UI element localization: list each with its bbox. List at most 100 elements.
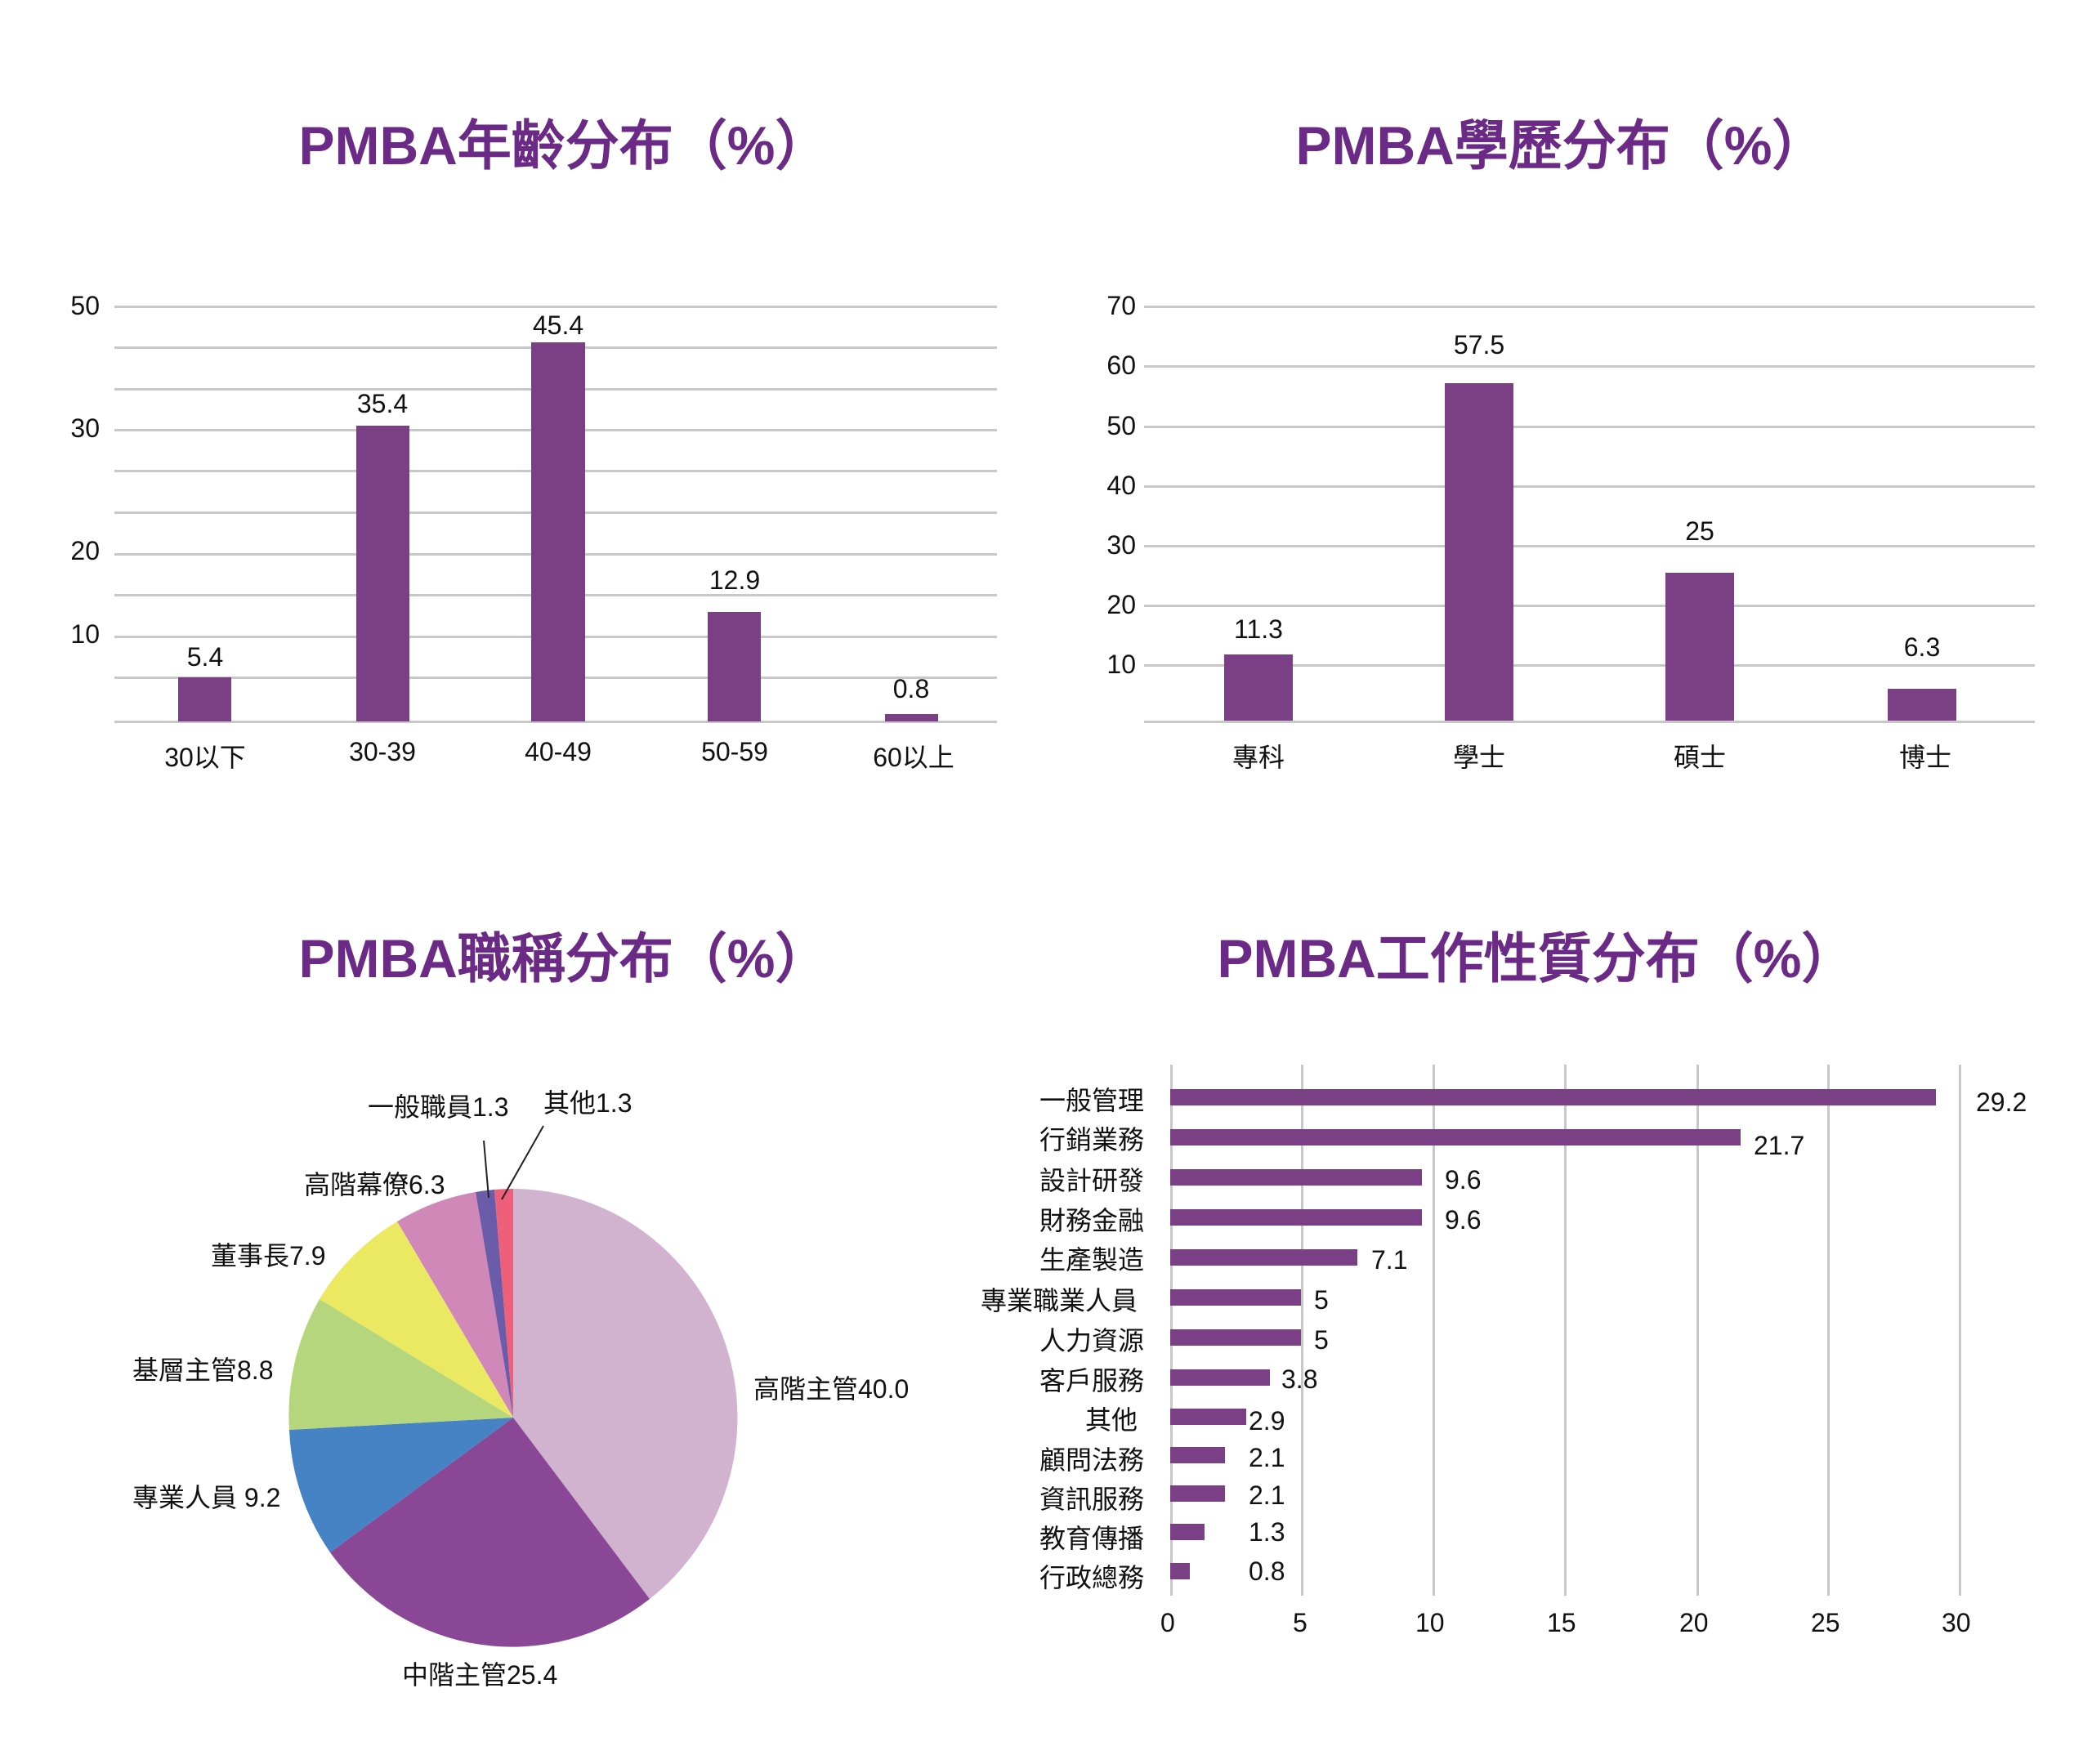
leader-line-general-staff: [483, 1140, 489, 1199]
bar-general-management: [1170, 1089, 1936, 1105]
pie-label: 高階主管40.0: [753, 1374, 910, 1404]
pie-label: 高階幕僚6.3: [304, 1170, 445, 1199]
bar-40-49: [531, 342, 585, 721]
bar-doctorate: [1888, 689, 1956, 721]
value-label: 57.5: [1453, 330, 1505, 359]
pie-label: 一般職員1.3: [368, 1092, 509, 1122]
x-tick-label: 60以上: [873, 743, 954, 772]
x-axis-baseline: [1144, 721, 2035, 723]
y-tick-label: 40: [1106, 471, 1136, 500]
y-tick-label: 30: [1106, 530, 1136, 560]
value-label: 29.2: [1976, 1087, 2027, 1117]
value-label: 5.4: [186, 642, 224, 672]
gridline: [1301, 1065, 1303, 1596]
slice-middle-manager: [330, 1418, 650, 1647]
bar-administration: [1170, 1563, 1190, 1579]
x-axis-baseline: [114, 721, 997, 723]
y-tick-label: 20: [70, 536, 100, 565]
value-label: 11.3: [1234, 614, 1283, 644]
gridline: [1827, 1065, 1830, 1596]
gridline: [1564, 1065, 1567, 1596]
bar-manufacturing: [1170, 1249, 1357, 1266]
category-label: 專業職業人員: [980, 1286, 1138, 1315]
x-tick-label: 25: [1811, 1608, 1840, 1637]
category-label: 生產製造: [1039, 1245, 1144, 1275]
value-label: 5: [1314, 1285, 1329, 1315]
bar-50-59: [708, 612, 761, 721]
value-label: 6.3: [1903, 632, 1941, 662]
x-tick-label: 30以下: [164, 743, 246, 772]
gridline: [1144, 605, 2035, 607]
slice-professional: [289, 1418, 513, 1552]
value-label: 0.8: [892, 674, 930, 703]
x-tick-label: 0: [1160, 1608, 1175, 1637]
y-tick-label: 10: [70, 619, 100, 649]
value-label: 0.8: [1249, 1556, 1285, 1586]
y-tick-label: 10: [1106, 650, 1136, 679]
value-label: 2.1: [1249, 1443, 1285, 1472]
y-tick-label: 60: [1106, 351, 1136, 380]
position-chart-title: PMBA職稱分布（%）: [298, 928, 829, 989]
gridline: [1144, 426, 2035, 428]
value-label: 2.9: [1249, 1406, 1285, 1436]
gridline: [1696, 1065, 1699, 1596]
category-label: 行政總務: [1039, 1563, 1144, 1592]
bar-consulting-legal: [1170, 1447, 1225, 1463]
bar-professional: [1170, 1289, 1301, 1306]
slice-senior-manager: [513, 1189, 738, 1599]
gridline: [1959, 1065, 1961, 1596]
bar-master: [1665, 573, 1734, 721]
gridline: [1144, 365, 2035, 368]
value-label: 2.1: [1249, 1480, 1285, 1510]
x-tick-label: 專科: [1232, 743, 1285, 772]
category-label: 行銷業務: [1039, 1125, 1144, 1154]
bar-60-over: [885, 714, 938, 721]
x-tick-label: 博士: [1898, 743, 1951, 772]
bar-customer-service: [1170, 1369, 1270, 1386]
pie-label: 董事長7.9: [211, 1241, 326, 1271]
value-label: 5: [1314, 1325, 1329, 1355]
bar-other: [1170, 1409, 1246, 1425]
x-tick-label: 10: [1415, 1608, 1445, 1637]
gridline: [1144, 306, 2035, 308]
x-tick-label: 15: [1547, 1608, 1576, 1637]
category-label: 其他: [1084, 1405, 1138, 1435]
bar-finance: [1170, 1209, 1422, 1226]
value-label: 9.6: [1445, 1165, 1482, 1195]
category-label: 資訊服務: [1039, 1485, 1144, 1514]
gridline: [1144, 545, 2035, 547]
value-label: 12.9: [709, 565, 761, 595]
slice-senior-staff: [397, 1192, 513, 1418]
pie-label: 專業人員 9.2: [132, 1483, 281, 1512]
value-label: 7.1: [1371, 1245, 1408, 1275]
y-tick-label: 50: [1106, 411, 1136, 440]
leader-line-other: [501, 1125, 544, 1200]
bar-marketing-sales: [1170, 1129, 1741, 1145]
x-tick-label: 30: [1942, 1608, 1971, 1637]
category-label: 客戶服務: [1039, 1366, 1144, 1396]
gridline: [1433, 1065, 1435, 1596]
x-tick-label: 40-49: [525, 737, 592, 766]
bar-associate: [1224, 654, 1293, 721]
gridline: [1144, 664, 2035, 667]
slice-chairman: [320, 1221, 513, 1418]
y-tick-label: 30: [70, 413, 100, 443]
x-tick-label: 20: [1679, 1608, 1709, 1637]
slice-general-staff: [476, 1190, 513, 1418]
x-tick-label: 碩士: [1673, 743, 1726, 772]
pie-label: 基層主管8.8: [132, 1355, 274, 1385]
y-tick-label: 50: [70, 291, 100, 320]
bar-bachelor: [1445, 383, 1513, 721]
gridline: [114, 306, 997, 308]
category-label: 顧問法務: [1039, 1445, 1144, 1475]
bar-30-39: [356, 426, 409, 721]
x-tick-label: 50-59: [701, 737, 768, 766]
category-label: 人力資源: [1039, 1326, 1144, 1355]
age-chart-title: PMBA年齡分布（%）: [298, 115, 829, 176]
value-label: 35.4: [356, 389, 409, 418]
category-label: 教育傳播: [1039, 1524, 1144, 1553]
x-tick-label: 學士: [1452, 743, 1505, 772]
bar-it-services: [1170, 1485, 1225, 1502]
y-tick-label: 70: [1106, 291, 1136, 320]
bar-30-under: [178, 677, 231, 721]
